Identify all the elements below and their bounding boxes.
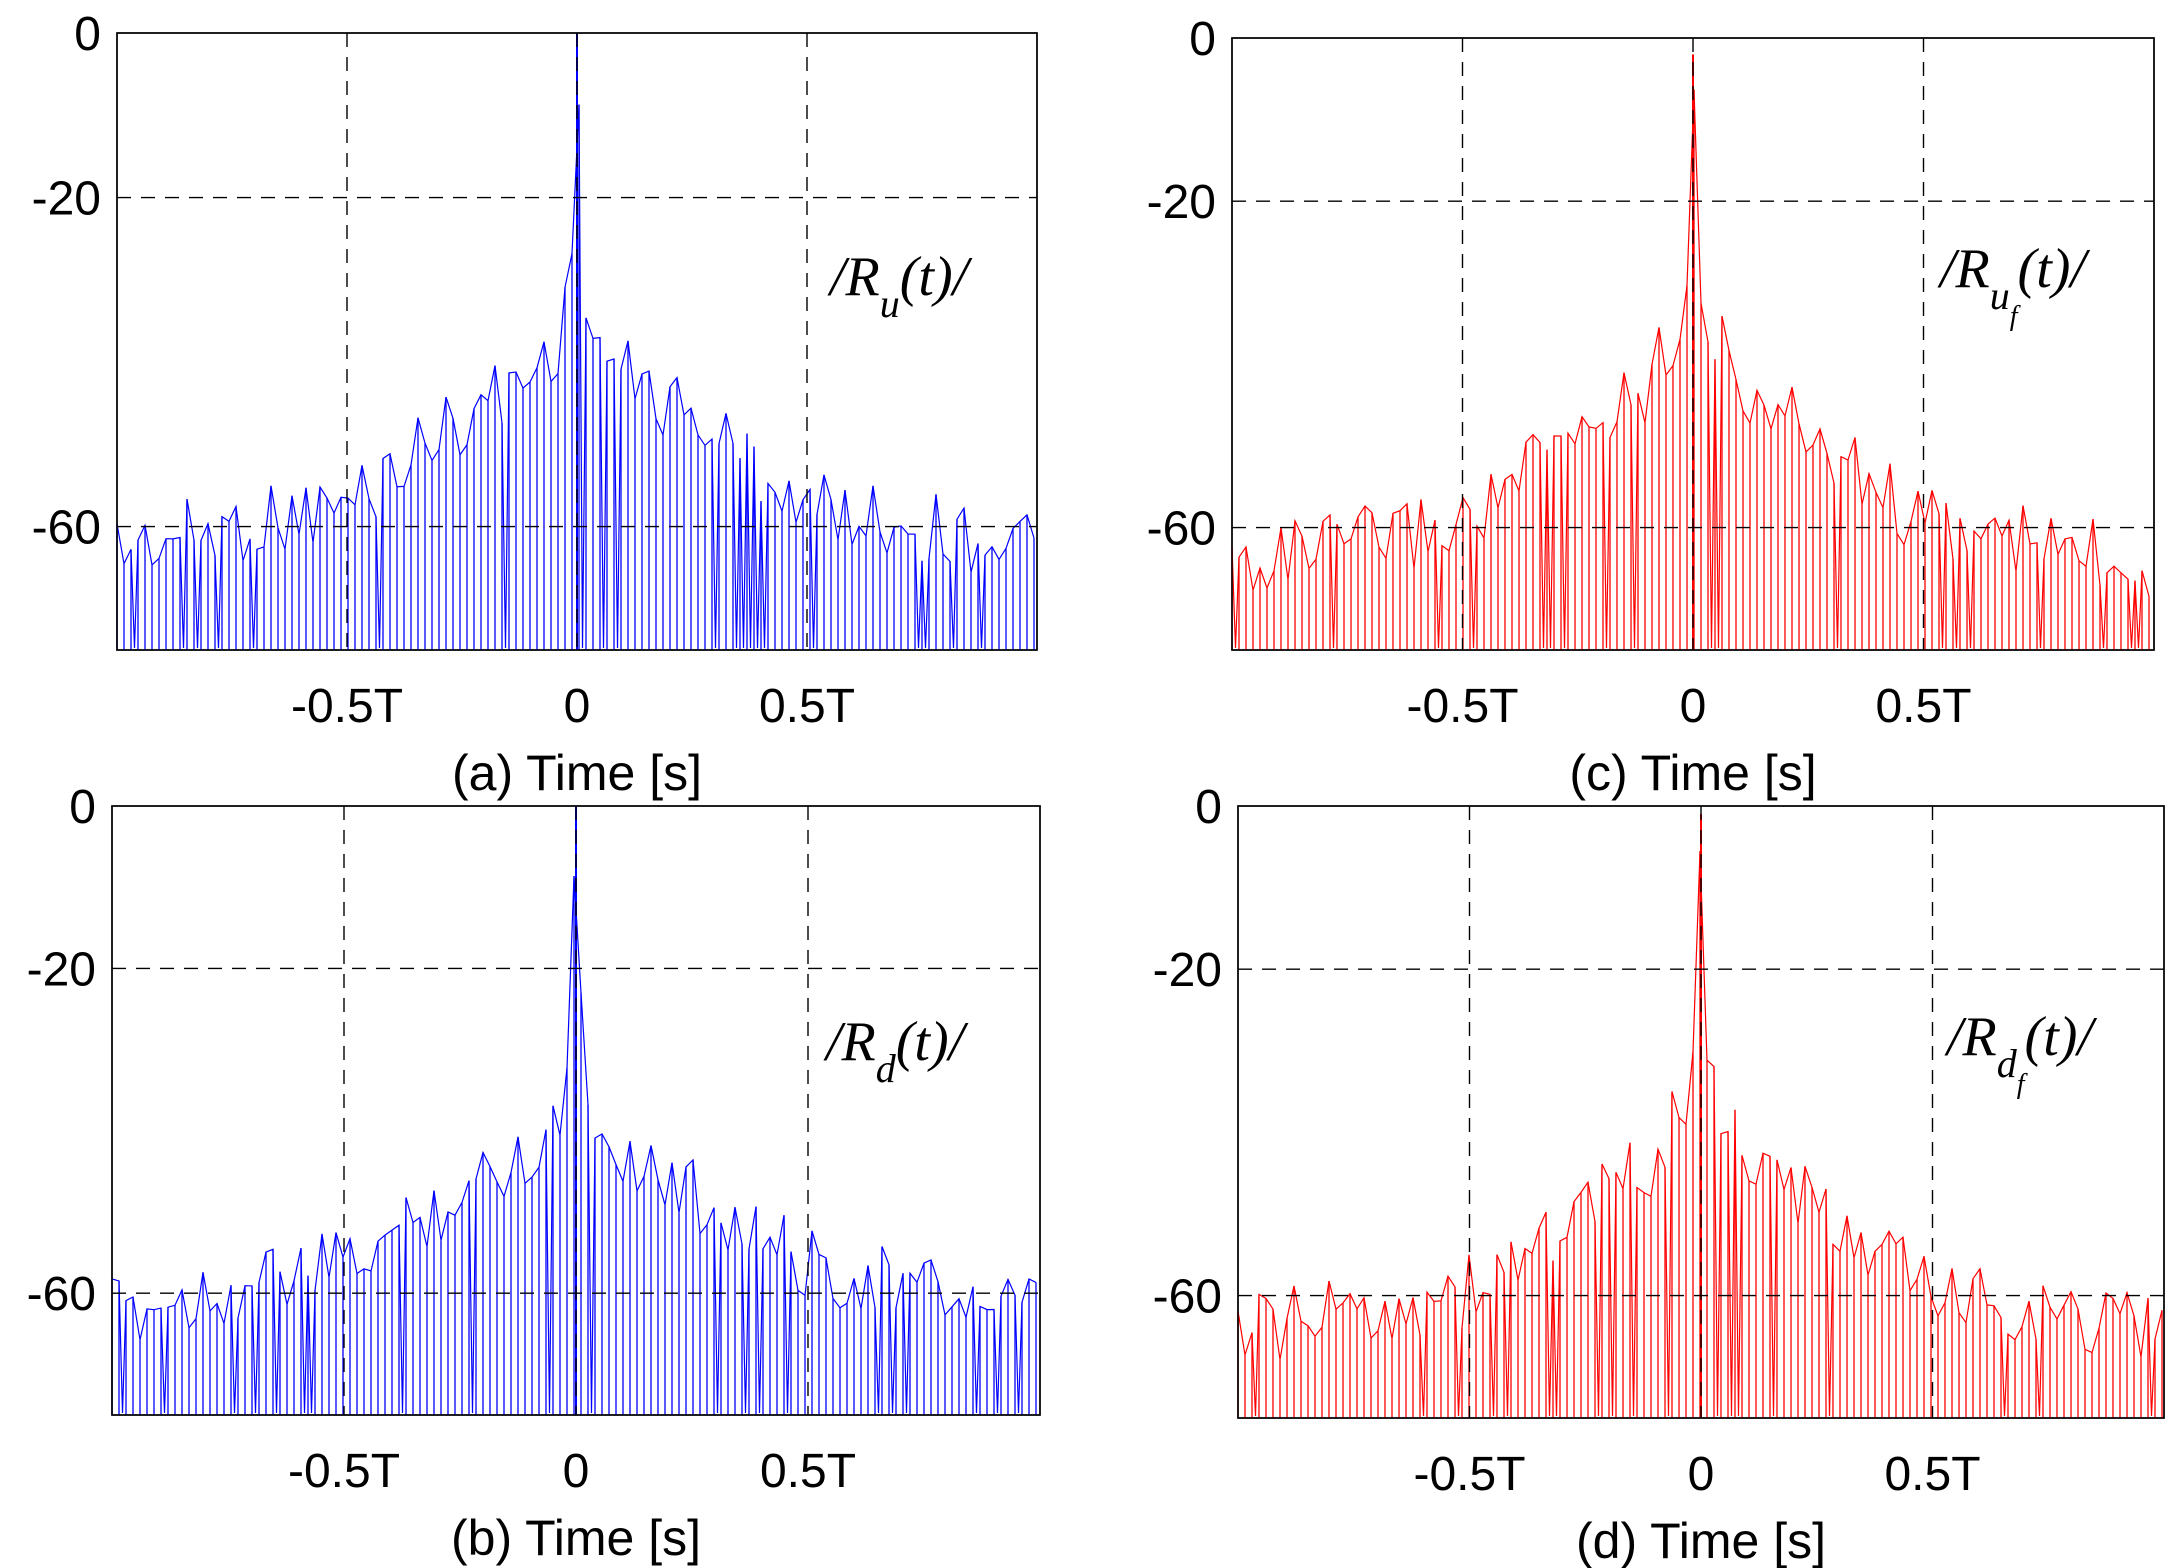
y-tick-label: 0 bbox=[69, 781, 96, 834]
x-tick-label: 0.5T bbox=[1875, 680, 1971, 733]
y-tick-label: 0 bbox=[1195, 781, 1222, 834]
x-tick-label: 0 bbox=[1680, 680, 1707, 733]
series-a bbox=[116, 33, 1035, 650]
subplot-a: -0.5T 0 0.5T 0 -20 -60 (a) Time [s] /Ru(t)/ bbox=[32, 8, 1038, 801]
axes-frame bbox=[116, 32, 1038, 651]
x-tick-label: 0.5T bbox=[759, 680, 855, 733]
x-axis-label: (b) Time [s] bbox=[451, 1510, 701, 1566]
series-c bbox=[1231, 54, 2150, 650]
x-tick-label: 0.5T bbox=[1884, 1448, 1980, 1501]
axes-frame bbox=[111, 805, 1041, 1416]
series-annotation: /Rd(t)/ bbox=[823, 1011, 969, 1091]
x-tick-label: -0.5T bbox=[1413, 1448, 1525, 1501]
subplot-c: -0.5T 0 0.5T 0 -20 -60 (c) Time [s] /Ruf(t)/ bbox=[1147, 13, 2155, 801]
series-annotation: /Rdf(t)/ bbox=[1944, 1006, 2097, 1100]
x-tick-label: -0.5T bbox=[288, 1445, 400, 1498]
axes-frame bbox=[1237, 805, 2165, 1419]
y-tick-label: -60 bbox=[1153, 1271, 1222, 1324]
x-tick-label: 0 bbox=[564, 680, 591, 733]
x-tick-label: 0 bbox=[1688, 1448, 1715, 1501]
x-tick-label: -0.5T bbox=[1406, 680, 1518, 733]
axes-frame bbox=[1231, 37, 2155, 651]
x-axis-label: (a) Time [s] bbox=[452, 745, 702, 801]
y-tick-label: -60 bbox=[1147, 503, 1216, 556]
series-outline bbox=[1237, 851, 2163, 1417]
y-tick-label: 0 bbox=[1189, 13, 1216, 66]
x-tick-label: 0.5T bbox=[760, 1445, 856, 1498]
series-b bbox=[111, 806, 1037, 1415]
y-tick-label: -60 bbox=[27, 1268, 96, 1321]
series-annotation: /Ru(t)/ bbox=[827, 246, 973, 326]
y-tick-label: -20 bbox=[1153, 944, 1222, 997]
series-outline bbox=[116, 104, 1035, 649]
x-axis-label: (c) Time [s] bbox=[1569, 745, 1816, 801]
y-tick-label: -20 bbox=[27, 943, 96, 996]
x-tick-label: 0 bbox=[563, 1445, 590, 1498]
y-tick-label: 0 bbox=[74, 8, 101, 61]
y-tick-label: -20 bbox=[32, 173, 101, 226]
series-d bbox=[1237, 814, 2163, 1418]
series-outline bbox=[111, 875, 1037, 1414]
x-tick-label: -0.5T bbox=[291, 680, 403, 733]
x-axis-label: (d) Time [s] bbox=[1576, 1513, 1826, 1568]
y-tick-label: -60 bbox=[32, 502, 101, 555]
subplot-b: -0.5T 0 0.5T 0 -20 -60 (b) Time [s] /Rd(t)/ bbox=[27, 781, 1041, 1566]
series-annotation: /Ruf(t)/ bbox=[1937, 238, 2090, 332]
subplot-d: -0.5T 0 0.5T 0 -20 -60 (d) Time [s] /Rdf(t)/ bbox=[1153, 781, 2165, 1568]
y-tick-label: -20 bbox=[1147, 176, 1216, 229]
